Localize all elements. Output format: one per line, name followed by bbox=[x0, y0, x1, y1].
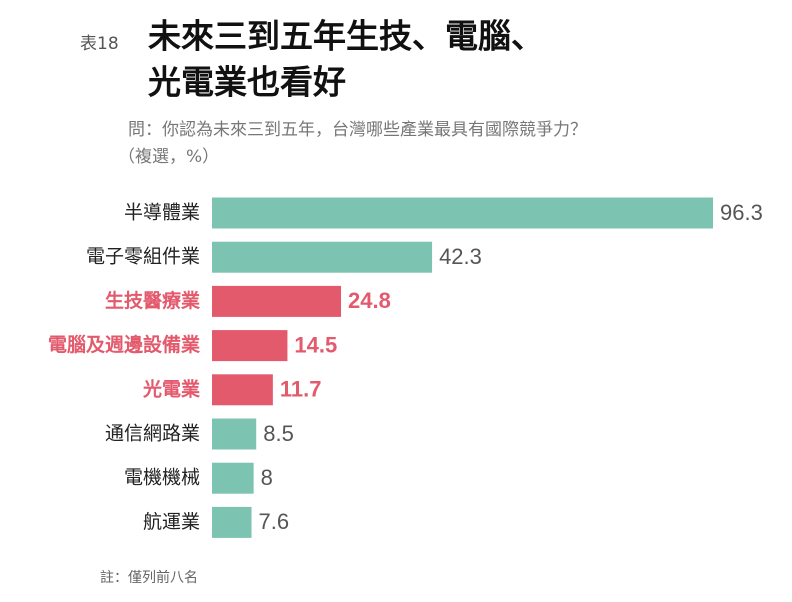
category-label: 航運業 bbox=[143, 511, 200, 533]
value-label: 96.3 bbox=[720, 200, 763, 225]
bar bbox=[212, 374, 273, 406]
category-label: 通信網路業 bbox=[105, 423, 200, 445]
category-label: 電子零組件業 bbox=[86, 246, 200, 268]
value-label: 8.5 bbox=[263, 421, 294, 446]
chart-title: 未來三到五年生技、電腦、 bbox=[148, 17, 544, 56]
chart-subtitle: （複選，%） bbox=[118, 147, 219, 167]
value-label: 24.8 bbox=[348, 288, 391, 313]
value-label: 7.6 bbox=[259, 509, 290, 534]
chart-title: 光電業也看好 bbox=[148, 63, 346, 102]
category-label: 電腦及週邊設備業 bbox=[48, 333, 201, 356]
category-label: 生技醫療業 bbox=[105, 289, 201, 312]
bar bbox=[212, 506, 252, 538]
value-label: 11.7 bbox=[280, 377, 322, 402]
chart-label: 表18 bbox=[80, 34, 119, 54]
chart-subtitle: 問：你認為未來三到五年，台灣哪些產業最具有國際競爭力？ bbox=[128, 120, 587, 140]
value-label: 42.3 bbox=[439, 244, 482, 269]
bar bbox=[212, 330, 288, 362]
bar bbox=[212, 285, 342, 317]
value-label: 8 bbox=[261, 465, 273, 490]
category-label: 光電業 bbox=[142, 377, 201, 400]
category-label: 電機機械 bbox=[124, 467, 200, 489]
note: 註：僅列前八名 bbox=[100, 569, 198, 586]
bar bbox=[212, 462, 254, 494]
bar bbox=[212, 197, 713, 229]
bar bbox=[212, 241, 433, 273]
category-label: 半導體業 bbox=[124, 202, 200, 224]
bar bbox=[212, 418, 257, 450]
value-label: 14.5 bbox=[294, 332, 337, 357]
